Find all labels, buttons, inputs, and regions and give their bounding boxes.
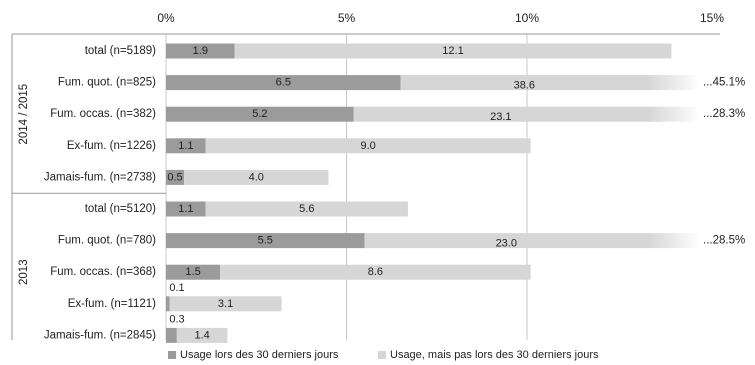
legend-label-series-1: Usage lors des 30 derniers jours	[180, 349, 339, 361]
bar-series-2	[220, 264, 531, 280]
bar-series-1	[166, 296, 170, 312]
bar-series-1	[166, 169, 185, 185]
data-label-series-1: 1.1	[178, 140, 193, 152]
category-label: Fum. occas. (n=382)	[50, 108, 156, 120]
data-label-series-1: 1.1	[178, 203, 193, 215]
data-label-series-1: 0.3	[169, 313, 184, 325]
data-label-series-1: 0.5	[167, 171, 182, 183]
bar-series-2	[176, 327, 228, 343]
data-label-series-2: 23.0	[496, 238, 517, 250]
data-label-series-2: 8.6	[368, 266, 383, 278]
bar-series-2-fade	[648, 233, 700, 249]
bar-series-2	[234, 43, 672, 59]
data-label-series-1: 0.1	[169, 282, 184, 294]
category-label: Fum. quot. (n=780)	[58, 235, 156, 247]
category-label: Fum. quot. (n=825)	[58, 77, 156, 89]
x-tick-label: 10%	[515, 11, 539, 25]
bar-series-2	[205, 201, 408, 217]
data-label-series-2: 38.6	[514, 80, 535, 92]
data-label-series-2: 5.6	[299, 203, 314, 215]
data-label-series-2: 23.1	[490, 111, 511, 123]
category-label: total (n=5120)	[85, 203, 156, 215]
bar-series-1	[166, 138, 206, 154]
group-label: 2014 / 2015	[18, 84, 30, 145]
data-label-series-1: 1.9	[193, 45, 208, 57]
bar-series-2	[353, 106, 648, 122]
bar-series-1	[166, 201, 206, 217]
data-label-series-1: 6.5	[276, 77, 291, 89]
bar-series-1	[166, 75, 401, 91]
legend-swatch-series-2	[378, 351, 386, 359]
bar-series-1	[166, 233, 365, 249]
data-label-series-1: 5.2	[252, 108, 267, 120]
data-label-series-2: 4.0	[249, 171, 264, 183]
category-label: Ex-fum. (n=1226)	[67, 140, 156, 152]
bar-total-label: ...45.1%	[703, 77, 745, 89]
x-tick-label: 15%	[700, 11, 724, 25]
bar-total-label: ...28.3%	[703, 108, 745, 120]
bar-series-2	[400, 75, 648, 91]
data-label-series-2: 9.0	[361, 140, 376, 152]
bar-series-2	[205, 138, 531, 154]
bar-series-1	[166, 106, 354, 122]
category-label: total (n=5189)	[85, 45, 156, 57]
category-label: Jamais-fum. (n=2845)	[44, 329, 156, 341]
group-label: 2013	[18, 259, 30, 285]
bar-series-2	[184, 169, 329, 185]
x-tick-label: 5%	[338, 11, 356, 25]
bar-series-2-fade	[648, 106, 700, 122]
data-label-series-1: 5.5	[258, 235, 273, 247]
category-label: Fum. occas. (n=368)	[50, 266, 156, 278]
bar-series-1	[166, 43, 235, 59]
data-label-series-2: 12.1	[442, 45, 463, 57]
bar-total-label: ...28.5%	[703, 235, 745, 247]
bar-series-1	[166, 327, 177, 343]
legend-label-series-2: Usage, mais pas lors des 30 derniers jou…	[390, 349, 599, 361]
bar-series-2-fade	[648, 75, 700, 91]
data-label-series-2: 3.1	[218, 298, 233, 310]
bar-series-1	[166, 264, 221, 280]
legend-swatch-series-1	[168, 351, 176, 359]
data-label-series-2: 1.4	[194, 329, 209, 341]
x-tick-label: 0%	[157, 11, 175, 25]
bar-series-2	[169, 296, 282, 312]
data-label-series-1: 1.5	[185, 266, 200, 278]
category-label: Jamais-fum. (n=2738)	[44, 171, 156, 183]
category-label: Ex-fum. (n=1121)	[68, 298, 156, 310]
bar-series-2	[364, 233, 648, 249]
